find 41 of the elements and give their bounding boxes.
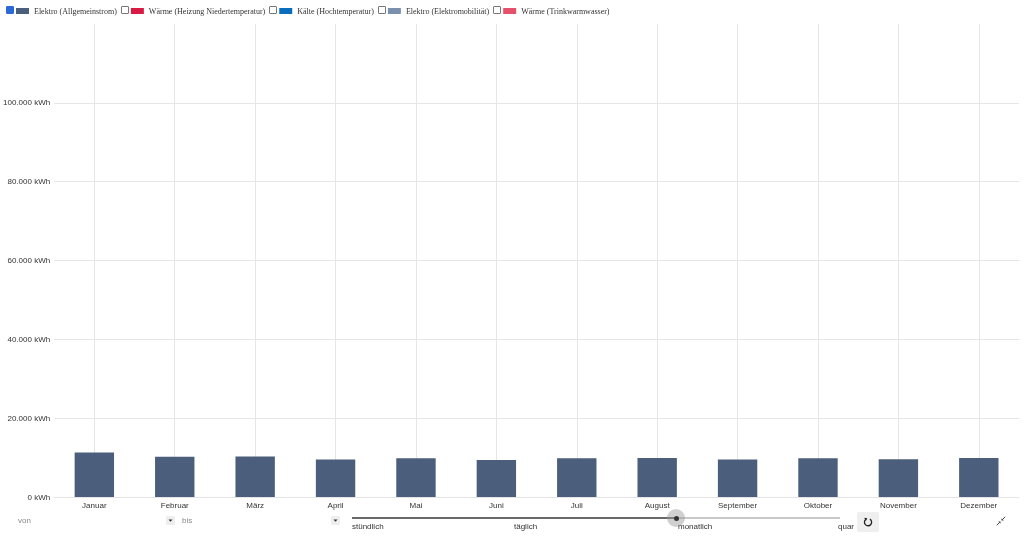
x-tick-label: Juli (570, 500, 583, 510)
legend-label: Elektro (Allgemeinstrom) (34, 6, 118, 16)
legend-label: Kälte (Hochtemperatur) (297, 6, 375, 16)
legend-label: Wärme (Heizung Niedertemperatur) (148, 6, 266, 16)
bar (637, 457, 677, 497)
text: stündlich (352, 522, 384, 532)
y-tick-label: 0 kWh (27, 492, 51, 502)
x-tick-label: Dezember (960, 500, 998, 510)
x-tick-label: November (879, 500, 918, 510)
text: monatlich (678, 522, 713, 532)
text: quar (838, 522, 855, 532)
x-tick-label: Januar (82, 500, 107, 510)
y-tick-label: 40.000 kWh (7, 334, 51, 344)
x-tick-label: Oktober (803, 500, 833, 510)
x-tick-label: Mai (409, 500, 423, 510)
x-tick-label: März (246, 500, 265, 510)
x-tick-label: Februar (160, 500, 190, 510)
bar (476, 459, 517, 497)
text: täglich (514, 522, 538, 532)
x-tick-label: August (644, 500, 671, 510)
bar (155, 456, 195, 497)
x-tick-label: April (327, 500, 344, 510)
y-tick-label: 60.000 kWh (7, 256, 51, 265)
x-tick-label: Juni (489, 500, 504, 510)
bar (74, 452, 115, 497)
legend-label: Elektro (Elektromobilität) (405, 6, 490, 16)
y-tick-label: 100.000 kWh (3, 98, 51, 108)
bar (315, 459, 356, 497)
bar (878, 459, 919, 497)
bar (557, 458, 597, 497)
x-tick-label: September (718, 500, 758, 510)
bar (717, 459, 758, 497)
text: bis (182, 516, 193, 526)
bar (235, 456, 275, 497)
bar (959, 457, 999, 497)
bar (798, 458, 838, 497)
y-tick-label: 20.000 kWh (7, 413, 51, 423)
y-tick-label: 80.000 kWh (7, 177, 51, 187)
legend-label: Wärme (Trinkwarmwasser) (521, 6, 610, 16)
bar (396, 458, 436, 497)
text: von (18, 516, 31, 526)
